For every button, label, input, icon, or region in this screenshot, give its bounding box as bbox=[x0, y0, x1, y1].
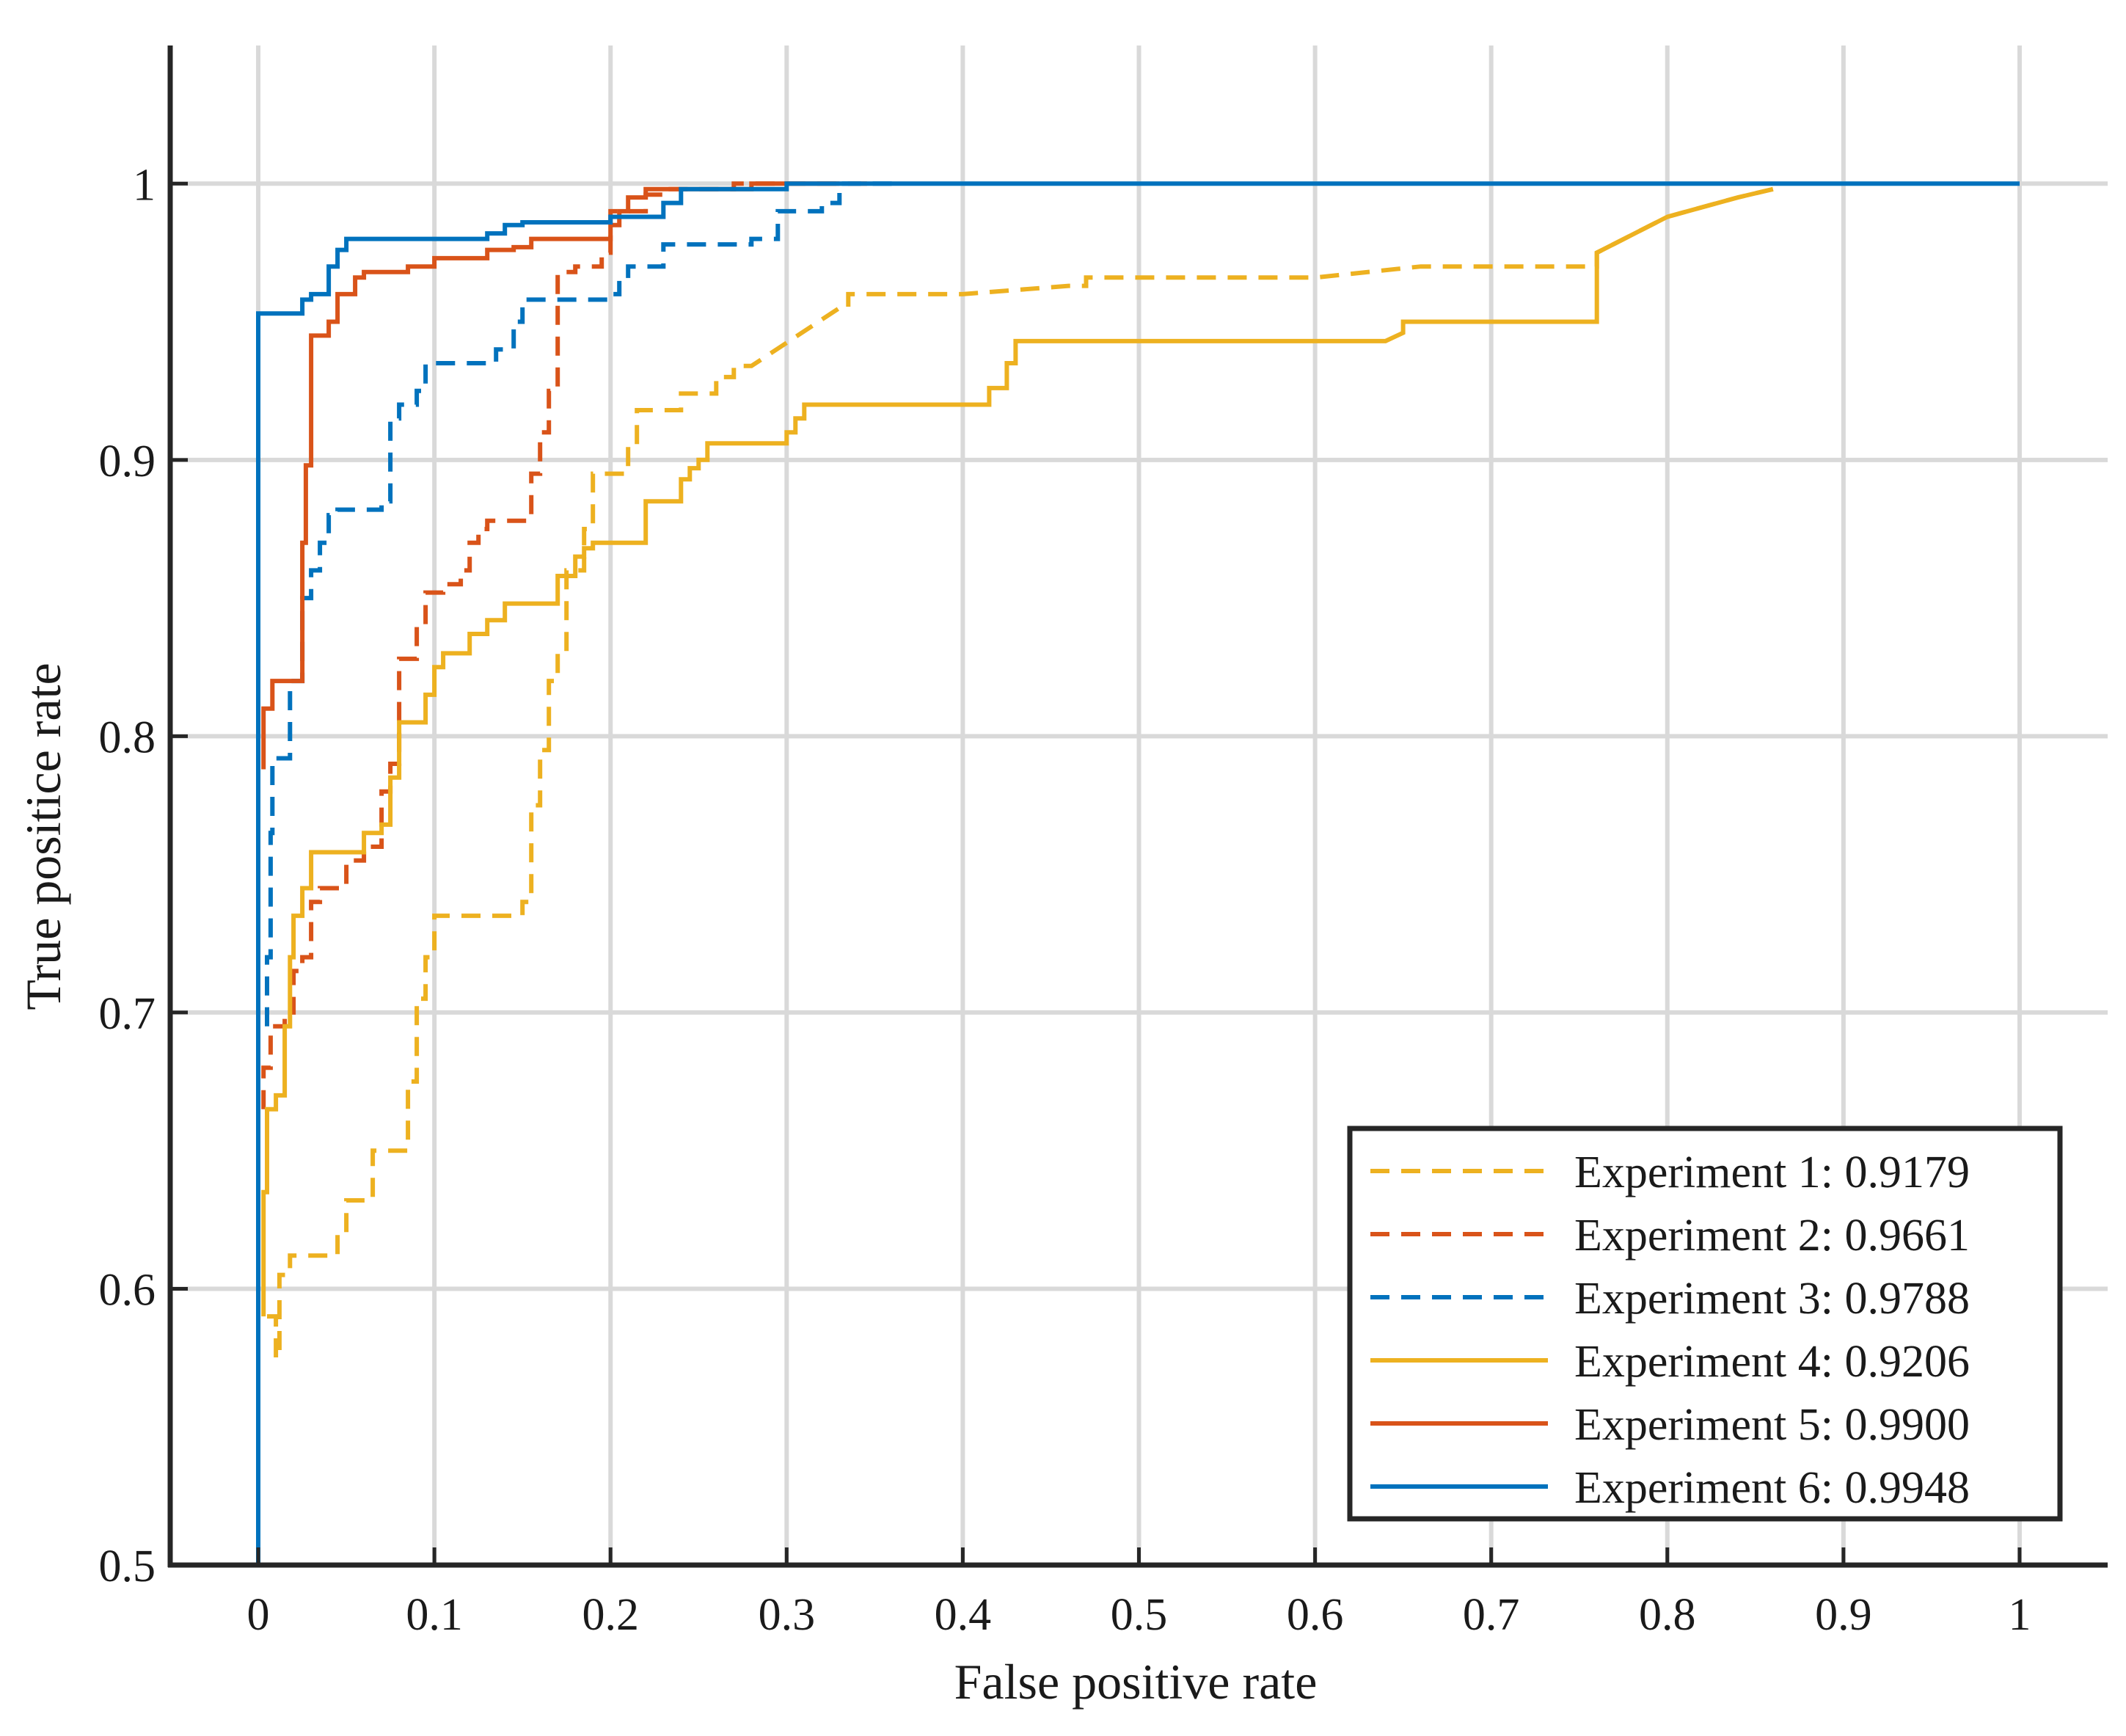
x-tick-label-1: 0.1 bbox=[406, 1590, 463, 1640]
x-axis-title: False positive rate bbox=[954, 1654, 1318, 1710]
legend-label-3: Experiment 3: 0.9788 bbox=[1574, 1274, 1970, 1324]
x-tick-label-3: 0.3 bbox=[759, 1590, 816, 1640]
series-line-5 bbox=[261, 181, 840, 770]
y-axis-title: True positice rate bbox=[15, 663, 71, 1010]
x-tick-label-0: 0 bbox=[247, 1590, 270, 1640]
x-tick-label-10: 1 bbox=[2008, 1590, 2031, 1640]
y-tick-label-0: 0.5 bbox=[99, 1542, 156, 1591]
x-tick-label-2: 0.2 bbox=[582, 1590, 639, 1640]
x-tick-label-4: 0.4 bbox=[935, 1590, 992, 1640]
legend-label-6: Experiment 6: 0.9948 bbox=[1574, 1463, 1970, 1513]
x-tick-label-9: 0.9 bbox=[1815, 1590, 1872, 1640]
y-tick-label-2: 0.7 bbox=[99, 989, 156, 1039]
y-tick-label-3: 0.8 bbox=[99, 712, 156, 762]
legend-box bbox=[1347, 1126, 2063, 1522]
series-line-6 bbox=[256, 181, 2020, 1565]
legend-label-2: Experiment 2: 0.9661 bbox=[1574, 1211, 1970, 1261]
series-line-2 bbox=[261, 181, 875, 1109]
x-tick-label-6: 0.6 bbox=[1287, 1590, 1344, 1640]
legend-label-4: Experiment 4: 0.9206 bbox=[1574, 1337, 1970, 1387]
y-tick-label-1: 0.6 bbox=[99, 1265, 156, 1315]
x-tick-label-8: 0.8 bbox=[1639, 1590, 1696, 1640]
x-tick-label-7: 0.7 bbox=[1463, 1590, 1520, 1640]
legend-label-1: Experiment 1: 0.9179 bbox=[1574, 1148, 1970, 1197]
x-tick-label-5: 0.5 bbox=[1111, 1590, 1168, 1640]
series-lines bbox=[256, 181, 2020, 1565]
series-line-4 bbox=[261, 186, 1774, 1317]
legend-label-5: Experiment 5: 0.9900 bbox=[1574, 1400, 1970, 1450]
tick-labels: 0 0.1 0.2 0.3 0.4 0.5 0.6 0.7 0.8 0.9 1 0.5 0.6 0.7 0.… bbox=[99, 160, 2031, 1640]
series-line-1 bbox=[267, 186, 1774, 1360]
y-tick-label-5: 1 bbox=[133, 160, 156, 210]
axes bbox=[167, 45, 2108, 1568]
legend: Experiment 1: 0.9179 Experiment 2: 0.9661… bbox=[1347, 1126, 2063, 1522]
y-tick-label-4: 0.9 bbox=[99, 437, 156, 486]
